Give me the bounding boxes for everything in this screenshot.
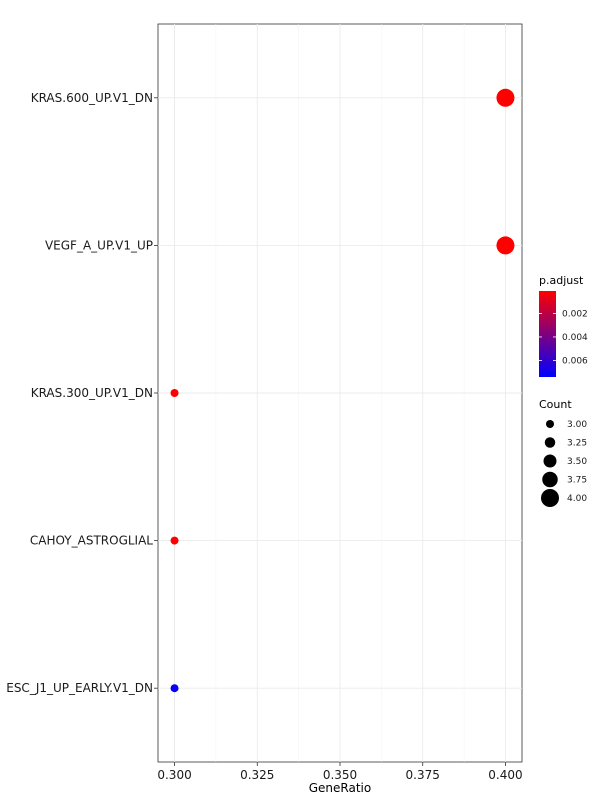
y-tick-label: KRAS.600_UP.V1_DN xyxy=(31,91,153,105)
data-point xyxy=(496,88,515,107)
size-legend-items: 3.00 3.25 3.50 3.75 4.00 xyxy=(541,420,587,507)
x-tick-label: 0.325 xyxy=(240,768,274,782)
data-point xyxy=(496,236,515,255)
y-tick-label: ESC_J1_UP_EARLY.V1_DN xyxy=(6,681,153,695)
data-points xyxy=(170,88,515,693)
color-legend: p.adjust 0.002 0.004 0.006 xyxy=(539,274,588,377)
x-tick-label: 0.300 xyxy=(157,768,191,782)
data-point xyxy=(170,684,179,693)
color-legend-title: p.adjust xyxy=(539,274,584,287)
color-legend-label: 0.004 xyxy=(562,333,588,343)
size-legend-dot xyxy=(546,420,554,428)
y-tick-label: CAHOY_ASTROGLIAL xyxy=(30,534,153,548)
color-legend-bar xyxy=(539,291,556,377)
grid-lines xyxy=(158,24,522,762)
x-tick-label: 0.375 xyxy=(406,768,440,782)
x-axis: 0.300 0.325 0.350 0.375 0.400 xyxy=(157,762,523,782)
size-legend: Count 3.00 3.25 3.50 3.75 4.00 xyxy=(539,398,587,507)
x-axis-title: GeneRatio xyxy=(309,781,371,795)
color-legend-label: 0.006 xyxy=(562,357,588,367)
data-point xyxy=(170,389,179,397)
size-legend-title: Count xyxy=(539,398,572,411)
color-legend-label: 0.002 xyxy=(562,309,588,319)
size-legend-dot xyxy=(541,489,559,507)
size-legend-label: 3.75 xyxy=(567,476,587,486)
y-tick-label: VEGF_A_UP.V1_UP xyxy=(45,238,153,252)
size-legend-label: 3.25 xyxy=(567,439,587,449)
data-point xyxy=(170,536,179,545)
color-legend-ticks: 0.002 0.004 0.006 xyxy=(539,309,588,367)
x-tick-label: 0.400 xyxy=(488,768,522,782)
x-tick-label: 0.350 xyxy=(323,768,357,782)
y-tick-label: KRAS.300_UP.V1_DN xyxy=(31,386,153,400)
size-legend-dot xyxy=(544,437,556,448)
y-axis: KRAS.600_UP.V1_DN VEGF_A_UP.V1_UP KRAS.300… xyxy=(6,91,158,695)
size-legend-dot xyxy=(542,471,558,488)
size-legend-dot xyxy=(543,454,557,468)
size-legend-label: 3.50 xyxy=(567,457,587,467)
size-legend-label: 4.00 xyxy=(567,494,587,504)
size-legend-label: 3.00 xyxy=(567,420,587,430)
